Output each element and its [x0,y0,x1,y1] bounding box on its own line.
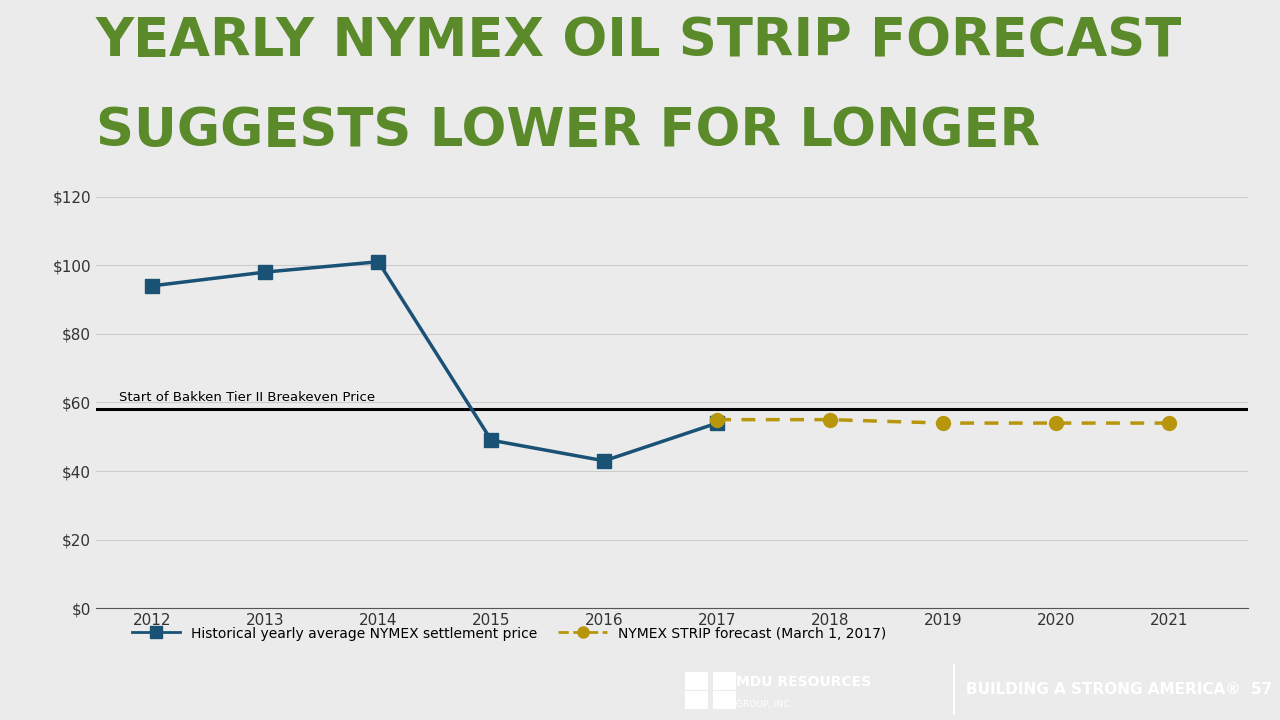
Text: BUILDING A STRONG AMERICA®  57: BUILDING A STRONG AMERICA® 57 [966,682,1272,697]
Bar [713,672,736,690]
Bar [685,690,708,709]
Legend: Historical yearly average NYMEX settlement price, NYMEX STRIP forecast (March 1,: Historical yearly average NYMEX settleme… [125,621,892,646]
Bar [685,672,708,690]
Bar [713,690,736,709]
Text: SUGGESTS LOWER FOR LONGER: SUGGESTS LOWER FOR LONGER [96,105,1041,157]
Text: YEARLY NYMEX OIL STRIP FORECAST: YEARLY NYMEX OIL STRIP FORECAST [96,15,1183,67]
Text: MDU RESOURCES: MDU RESOURCES [736,675,872,689]
Text: Start of Bakken Tier II Breakeven Price: Start of Bakken Tier II Breakeven Price [119,391,375,404]
Text: GROUP, INC.: GROUP, INC. [736,700,792,709]
